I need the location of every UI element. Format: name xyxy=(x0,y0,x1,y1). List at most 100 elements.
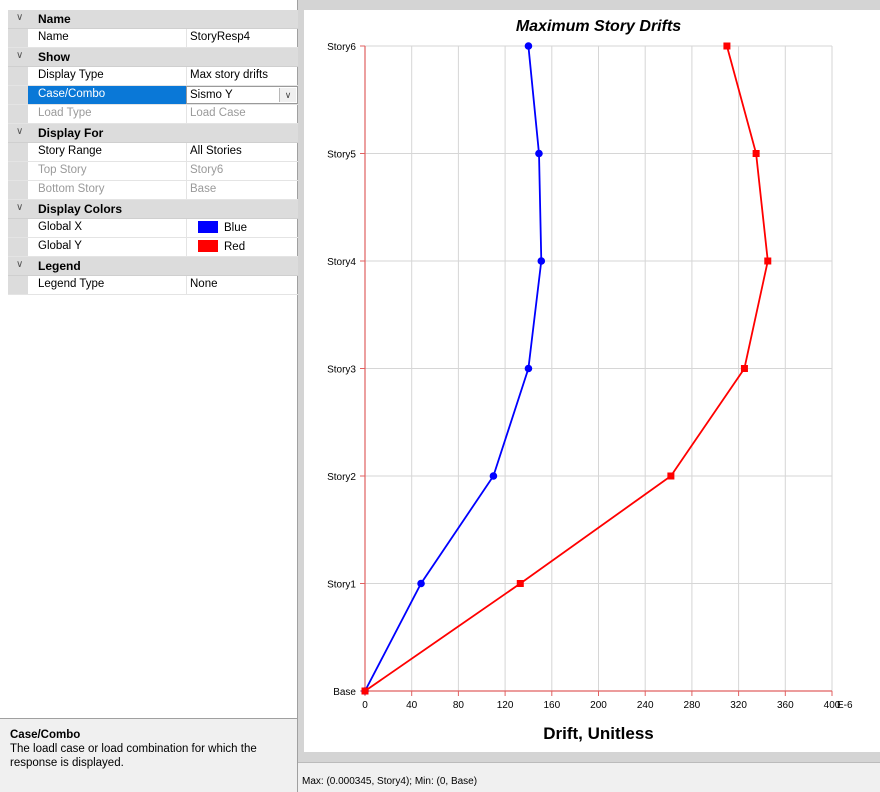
property-name: Name xyxy=(38,31,69,43)
property-row-story-range[interactable]: Story Range All Stories xyxy=(8,143,298,162)
property-name: Bottom Story xyxy=(38,183,105,195)
data-point xyxy=(524,42,533,50)
category-header-name[interactable]: ∨ Name xyxy=(8,10,298,29)
property-value-text: Red xyxy=(224,241,246,253)
data-point xyxy=(516,580,524,587)
data-point xyxy=(667,472,675,480)
x-tick-label: 0 xyxy=(362,700,368,711)
property-value[interactable]: StoryResp4 xyxy=(186,29,298,47)
plot-area: 0 40 80 120 160 200 240 280 320 360 400 E-6 Base Stor… xyxy=(304,10,880,752)
row-gutter xyxy=(8,86,28,104)
property-name: Global Y xyxy=(38,240,82,252)
chevron-down-icon[interactable]: ∨ xyxy=(16,126,24,137)
chart-panel: 0 40 80 120 160 200 240 280 320 360 400 E-6 Base Stor… xyxy=(298,0,880,792)
data-point xyxy=(417,579,425,588)
y-tick-label: Story3 xyxy=(327,365,356,376)
chevron-down-icon[interactable]: ∨ xyxy=(16,202,24,213)
data-point xyxy=(524,364,533,373)
x-tick-label: 160 xyxy=(543,700,560,711)
property-value-text: Sismo Y xyxy=(190,89,233,101)
x-tick-label: 40 xyxy=(406,700,418,711)
category-label: Display For xyxy=(38,126,104,140)
category-label: Display Colors xyxy=(38,202,123,216)
y-tick-label: Story4 xyxy=(327,257,356,268)
data-point xyxy=(752,150,760,157)
property-value-text: Blue xyxy=(224,222,248,234)
chevron-down-icon[interactable]: ∨ xyxy=(16,12,24,23)
category-header-legend[interactable]: ∨ Legend xyxy=(8,257,298,276)
property-value: Base xyxy=(186,181,298,199)
property-row-global-x[interactable]: Global X Blue xyxy=(8,219,298,238)
x-tick-label: 80 xyxy=(453,700,465,711)
data-point xyxy=(489,472,498,480)
dropdown-arrow-icon[interactable]: ∨ xyxy=(279,88,296,102)
chevron-down-icon[interactable]: ∨ xyxy=(16,259,24,270)
row-gutter xyxy=(8,105,28,123)
property-value-text: Base xyxy=(190,183,217,195)
property-value[interactable]: All Stories xyxy=(186,143,298,161)
category-header-display-for[interactable]: ∨ Display For xyxy=(8,124,298,143)
property-value-text: Load Case xyxy=(190,107,246,119)
property-row-bottom-story: Bottom Story Base xyxy=(8,181,298,200)
data-point xyxy=(764,257,772,265)
property-row-top-story: Top Story Story6 xyxy=(8,162,298,181)
property-row-legend-type[interactable]: Legend Type None xyxy=(8,276,298,295)
property-row-global-y[interactable]: Global Y Red xyxy=(8,238,298,257)
chevron-down-icon[interactable]: ∨ xyxy=(16,50,24,61)
data-point xyxy=(537,257,546,265)
property-name: Legend Type xyxy=(38,278,105,290)
property-name: Load Type xyxy=(38,107,92,119)
property-value[interactable]: Max story drifts xyxy=(186,67,298,85)
x-tick-label: 200 xyxy=(590,700,607,711)
property-row-display-type[interactable]: Display Type Max story drifts xyxy=(8,67,298,86)
data-point xyxy=(723,42,731,50)
color-swatch xyxy=(198,221,218,233)
y-tick-label: Story6 xyxy=(327,42,356,53)
chart-title: Maximum Story Drifts xyxy=(516,18,681,35)
row-gutter xyxy=(8,276,28,294)
property-name: Case/Combo xyxy=(28,86,186,104)
x-tick-label: 240 xyxy=(637,700,654,711)
property-name: Top Story xyxy=(38,164,87,176)
row-gutter xyxy=(8,162,28,180)
property-value[interactable]: Red xyxy=(186,238,298,256)
property-row-name[interactable]: Name StoryResp4 xyxy=(8,29,298,48)
property-value-text: Story6 xyxy=(190,164,224,176)
y-tick-label: Base xyxy=(333,687,356,698)
description-pane: Case/Combo The loadl case or load combin… xyxy=(0,718,297,792)
x-axis-label: Drift, Unitless xyxy=(543,724,654,743)
x-tick-label: 320 xyxy=(730,700,747,711)
property-name: Story Range xyxy=(38,145,102,157)
property-row-load-type: Load Type Load Case xyxy=(8,105,298,124)
property-value-text: None xyxy=(190,278,218,290)
y-tick-label: Story1 xyxy=(327,580,356,591)
property-value-text: StoryResp4 xyxy=(190,31,251,43)
description-title: Case/Combo xyxy=(10,729,81,741)
status-bar: Max: (0.000345, Story4); Min: (0, Base) xyxy=(298,762,880,792)
category-header-show[interactable]: ∨ Show xyxy=(8,48,298,67)
property-grid: ∨ Name Name StoryResp4 ∨ Show Display Type Max … xyxy=(8,10,298,295)
x-tick-label: 120 xyxy=(497,700,514,711)
x-tick-label: 400 xyxy=(824,700,841,711)
row-gutter xyxy=(8,143,28,161)
data-point xyxy=(740,365,748,372)
category-label: Show xyxy=(38,50,70,64)
property-value-text: All Stories xyxy=(190,145,242,157)
property-row-case-combo[interactable]: Case/Combo Sismo Y ∨ xyxy=(8,86,298,105)
property-value[interactable]: None xyxy=(186,276,298,294)
x-unit-label: E-6 xyxy=(837,700,853,711)
data-point xyxy=(535,149,543,158)
row-gutter xyxy=(8,181,28,199)
row-gutter xyxy=(8,67,28,85)
property-value[interactable]: Blue xyxy=(186,219,298,237)
data-point xyxy=(361,687,369,695)
property-value[interactable]: Sismo Y ∨ xyxy=(186,86,298,104)
category-label: Name xyxy=(38,12,71,26)
row-gutter xyxy=(8,219,28,237)
property-value-text: Max story drifts xyxy=(190,69,268,81)
x-tick-label: 280 xyxy=(684,700,701,711)
color-swatch xyxy=(198,240,218,252)
row-gutter xyxy=(8,29,28,47)
category-header-display-colors[interactable]: ∨ Display Colors xyxy=(8,200,298,219)
